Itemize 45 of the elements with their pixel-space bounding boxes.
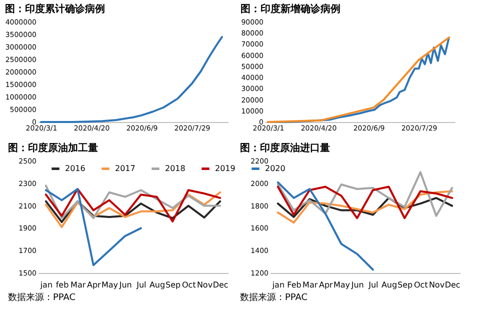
x-tick-label: May — [333, 280, 350, 290]
x-tick-label: Feb — [287, 280, 302, 290]
x-tick-label: Nov — [428, 280, 445, 290]
chart-title: 图：印度原油进口量 — [240, 142, 330, 154]
line-series — [44, 200, 222, 224]
line-series — [267, 36, 450, 123]
x-tick-label: Sep — [166, 280, 181, 290]
legend-label: 2016 — [65, 164, 86, 173]
line-series — [44, 188, 142, 266]
legend-label: 2018 — [165, 164, 186, 173]
x-tick-label: Jun — [118, 280, 132, 290]
line-series — [44, 191, 222, 228]
x-tick-label: Aug — [149, 280, 166, 290]
x-tick-label: Mar — [70, 280, 86, 290]
line-series — [276, 196, 454, 218]
x-tick-label: Apr — [318, 280, 334, 290]
x-tick-label: Apr — [86, 280, 102, 290]
x-tick-label: Jun — [350, 280, 364, 290]
x-tick-label: Sep — [398, 280, 413, 290]
x-tick-label: jan — [39, 280, 53, 290]
x-tick-label: Dec — [212, 280, 228, 290]
x-tick-label: Mar — [302, 280, 318, 290]
legend-label: 2020 — [265, 164, 286, 173]
source-note: 数据来源：PPAC — [8, 292, 76, 303]
line-series — [40, 36, 223, 123]
line-series — [276, 190, 454, 224]
legend-label: 2019 — [215, 164, 236, 173]
x-tick-label: Nov — [196, 280, 213, 290]
x-tick-label: Oct — [182, 280, 196, 290]
line-series — [276, 171, 454, 217]
x-tick-label: Jul — [368, 280, 378, 290]
x-tick-label: May — [101, 280, 118, 290]
x-tick-label: feb — [56, 280, 69, 290]
x-tick-label: Jul — [136, 280, 146, 290]
chart-title: 图：印度新增确诊病例 — [240, 3, 341, 15]
x-tick-label: jan — [271, 280, 285, 290]
source-note: 数据来源：PPAC — [240, 292, 308, 303]
chart-title: 图：印度原油加工量 — [8, 142, 98, 154]
line-series — [276, 181, 374, 271]
x-tick-label: Aug — [381, 280, 398, 290]
chart-title: 图：印度累计确诊病例 — [4, 3, 105, 15]
line-series — [276, 186, 454, 220]
x-tick-label: Oct — [414, 280, 428, 290]
legend-label: 2017 — [115, 164, 136, 173]
x-tick-label: Dec — [444, 280, 460, 290]
